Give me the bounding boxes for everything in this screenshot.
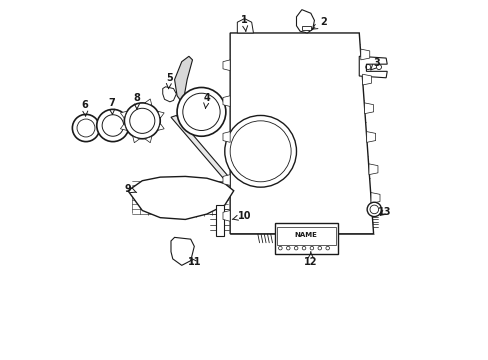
Polygon shape xyxy=(158,111,164,118)
Bar xyxy=(274,223,337,253)
Polygon shape xyxy=(174,56,192,105)
Text: 6: 6 xyxy=(81,100,88,116)
Text: 8: 8 xyxy=(133,93,140,109)
Polygon shape xyxy=(171,237,194,265)
Circle shape xyxy=(97,109,129,141)
Polygon shape xyxy=(296,10,314,33)
Bar xyxy=(215,205,223,235)
Polygon shape xyxy=(362,74,371,85)
Polygon shape xyxy=(364,103,373,114)
Polygon shape xyxy=(366,132,375,142)
Polygon shape xyxy=(133,136,139,143)
Polygon shape xyxy=(230,33,373,234)
Polygon shape xyxy=(237,19,253,33)
Text: 10: 10 xyxy=(232,211,251,221)
Text: 13: 13 xyxy=(377,207,390,217)
Polygon shape xyxy=(223,60,230,71)
Circle shape xyxy=(177,87,225,136)
Circle shape xyxy=(366,202,381,217)
Polygon shape xyxy=(359,56,386,78)
Polygon shape xyxy=(223,132,230,142)
Text: 7: 7 xyxy=(108,98,115,114)
Polygon shape xyxy=(223,211,230,221)
Polygon shape xyxy=(145,136,151,143)
Text: 5: 5 xyxy=(165,73,172,89)
Text: 12: 12 xyxy=(304,252,317,267)
Bar xyxy=(276,226,335,244)
Polygon shape xyxy=(171,116,228,180)
Circle shape xyxy=(72,114,100,141)
Polygon shape xyxy=(163,87,176,102)
Text: 4: 4 xyxy=(203,93,210,108)
Circle shape xyxy=(224,116,296,187)
Polygon shape xyxy=(370,193,379,203)
Polygon shape xyxy=(360,49,369,60)
Text: 9: 9 xyxy=(124,184,137,194)
Text: 2: 2 xyxy=(312,17,326,29)
Polygon shape xyxy=(145,99,151,105)
Text: NAME: NAME xyxy=(294,232,317,238)
Text: 1: 1 xyxy=(241,15,247,31)
Polygon shape xyxy=(368,164,377,175)
Polygon shape xyxy=(120,111,126,118)
Polygon shape xyxy=(223,175,230,185)
Polygon shape xyxy=(223,96,230,107)
Circle shape xyxy=(124,103,160,139)
Text: 11: 11 xyxy=(187,257,201,267)
Polygon shape xyxy=(128,176,233,220)
Bar xyxy=(301,26,310,30)
Polygon shape xyxy=(120,123,126,130)
Polygon shape xyxy=(158,123,164,130)
Text: 3: 3 xyxy=(370,58,380,70)
